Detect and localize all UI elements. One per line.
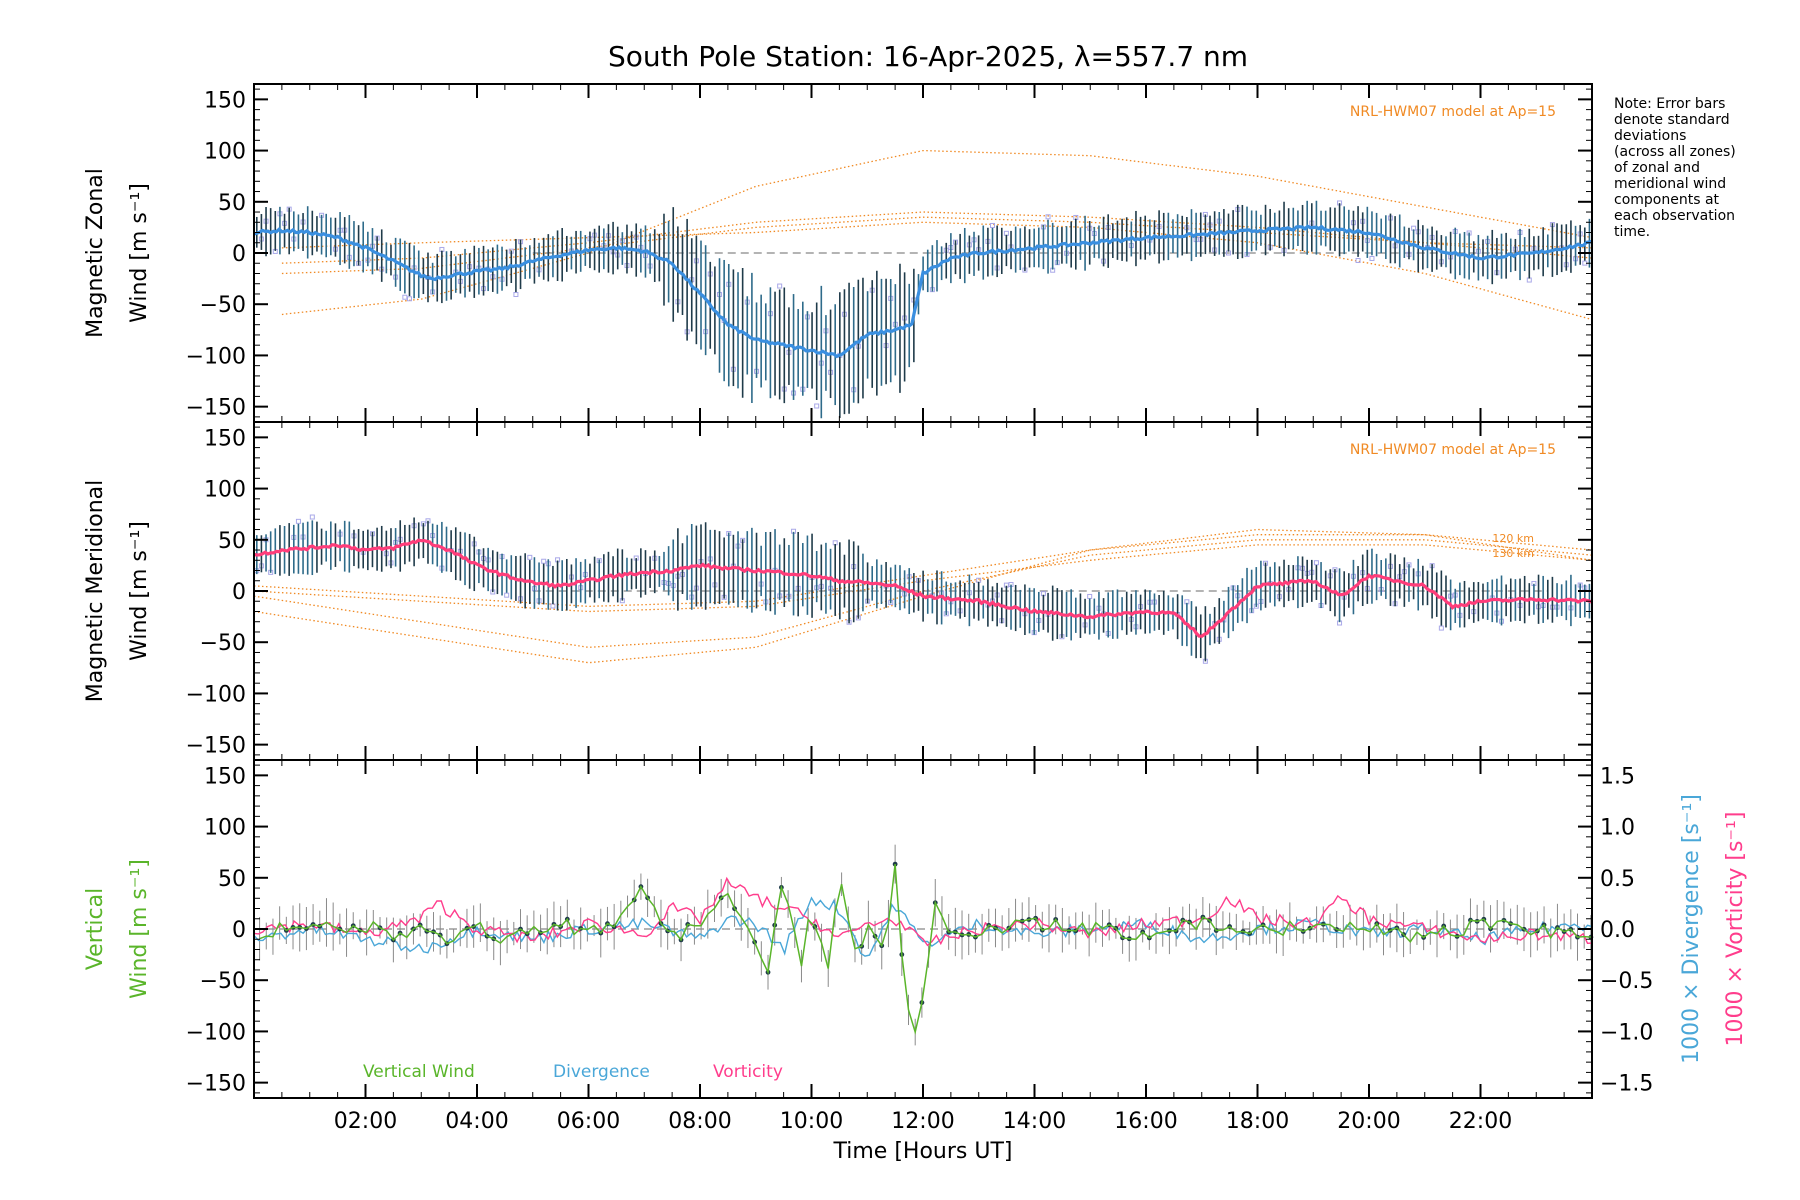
note-line: denote standard (1614, 112, 1730, 128)
scatter-point (402, 294, 408, 300)
vertical-wind-panel: 150 100 50 0 −50 −100 −150 1.5 1.0 0.5 0.0 −0.5 −1.0… (83, 759, 1748, 1164)
scatter-point (309, 514, 315, 520)
right-y-tick-label: −1.5 (1600, 1072, 1653, 1097)
zonal-ylabel-line2: Wind [m s⁻¹] (127, 183, 152, 323)
y-tick-label: 100 (204, 140, 246, 165)
x-axis-label: Time [Hours UT] (833, 1139, 1013, 1164)
note-line: Note: Error bars (1614, 96, 1726, 112)
scatter-point (1526, 277, 1532, 283)
x-tick-label: 22:00 (1449, 1109, 1512, 1134)
scatter-point (1313, 560, 1319, 566)
vertical-wind-line (259, 864, 1591, 1036)
x-tick-label: 02:00 (334, 1109, 397, 1134)
y-tick-label: −100 (186, 344, 246, 369)
y-tick-label: −50 (200, 293, 246, 318)
x-tick-label: 14:00 (1003, 1109, 1066, 1134)
vertical-ylabel-line2: Wind [m s⁻¹] (127, 859, 152, 999)
y-tick-label: 0 (232, 918, 246, 943)
model-curve (281, 211, 1593, 264)
x-tick-label: 20:00 (1337, 1109, 1400, 1134)
x-tick-label: 12:00 (891, 1109, 954, 1134)
meridional-wind-panel: 150 100 50 0 −50 −100 −150 NRL-HWM07 model at … (83, 421, 1593, 761)
y-tick-label: 150 (204, 88, 246, 113)
vertical-ylabel-line1: Vertical (83, 888, 108, 970)
y-tick-label: −150 (186, 1072, 246, 1097)
error-bar-note: Note: Error bars denote standard deviation… (1614, 96, 1794, 240)
y-tick-label: −100 (186, 682, 246, 707)
scatter-point (513, 292, 519, 298)
right-y-tick-label: 0.5 (1600, 867, 1635, 892)
y-tick-label: 150 (204, 426, 246, 451)
right-y-tick-label: 0.0 (1600, 918, 1635, 943)
y-tick-label: 0 (232, 580, 246, 605)
zonal-model-label: NRL-HWM07 model at Ap=15 (1350, 104, 1556, 120)
scatter-point (504, 592, 510, 598)
meridional-ylabel-line1: Magnetic Meridional (83, 480, 108, 702)
note-line: of zonal and (1614, 160, 1700, 176)
zonal-ylabel-line1: Magnetic Zonal (83, 168, 108, 338)
y-tick-label: −50 (200, 969, 246, 994)
scatter-point (990, 222, 996, 228)
right-y-tick-label: 1.5 (1600, 764, 1635, 789)
scatter-point (406, 296, 412, 302)
note-line: time. (1614, 224, 1651, 240)
y-tick-label: 100 (204, 478, 246, 503)
scatter-point (814, 403, 820, 409)
note-line: meridional wind (1614, 176, 1727, 192)
x-tick-label: 18:00 (1226, 1109, 1289, 1134)
y-tick-label: −150 (186, 734, 246, 759)
right-y-tick-label: 1.0 (1600, 816, 1635, 841)
y-tick-label: 0 (232, 242, 246, 267)
y-tick-label: 100 (204, 816, 246, 841)
mean-wind-line (253, 538, 1593, 638)
note-line: deviations (1614, 128, 1687, 144)
y-tick-label: −50 (200, 631, 246, 656)
right-y-tick-label: −0.5 (1600, 969, 1653, 994)
meridional-alt-label-120: 120 km (1492, 532, 1534, 545)
vorticity-axis-label: 1000 × Vorticity [s⁻¹] (1723, 812, 1748, 1047)
y-tick-label: 50 (218, 191, 246, 216)
note-line: (across all zones) (1614, 144, 1736, 160)
y-tick-label: −150 (186, 396, 246, 421)
y-tick-label: 50 (218, 867, 246, 892)
x-tick-label: 08:00 (668, 1109, 731, 1134)
legend-vertical-wind: Vertical Wind (363, 1062, 475, 1082)
scatter-point (777, 283, 783, 289)
chart-title: South Pole Station: 16-Apr-2025, λ=557.7… (608, 40, 1248, 73)
legend-divergence: Divergence (553, 1062, 650, 1082)
y-tick-label: 50 (218, 529, 246, 554)
meridional-alt-label-130: 130 km (1492, 547, 1534, 560)
meridional-model-label: NRL-HWM07 model at Ap=15 (1350, 442, 1556, 458)
zonal-wind-panel: 150 100 50 0 −50 −100 −150 NRL-HWM07 model at … (83, 83, 1593, 423)
scatter-point (1369, 255, 1375, 261)
model-curve (253, 534, 1593, 608)
vorticity-line (253, 876, 1593, 947)
divergence-axis-label: 1000 × Divergence [s⁻¹] (1679, 794, 1704, 1064)
scatter-point (1045, 214, 1051, 220)
x-tick-label: 04:00 (445, 1109, 508, 1134)
right-y-tick-label: −1.0 (1600, 1020, 1653, 1045)
x-tick-label: 10:00 (780, 1109, 843, 1134)
x-tick-label: 06:00 (557, 1109, 620, 1134)
scatter-point (527, 554, 533, 560)
meridional-ylabel-line2: Wind [m s⁻¹] (127, 521, 152, 661)
scatter-point (541, 558, 547, 564)
scatter-point (1087, 593, 1093, 599)
mean-wind-line (253, 224, 1593, 359)
note-line: components at (1614, 192, 1720, 208)
divergence-line (253, 896, 1593, 957)
scatter-point (1438, 625, 1444, 631)
legend-vorticity: Vorticity (713, 1062, 783, 1082)
scatter-point (295, 518, 301, 524)
scatter-point (1003, 230, 1009, 236)
scatter-point (1355, 257, 1361, 263)
x-tick-label: 16:00 (1114, 1109, 1177, 1134)
y-tick-label: −100 (186, 1020, 246, 1045)
y-tick-label: 150 (204, 764, 246, 789)
note-line: each observation (1614, 208, 1736, 224)
